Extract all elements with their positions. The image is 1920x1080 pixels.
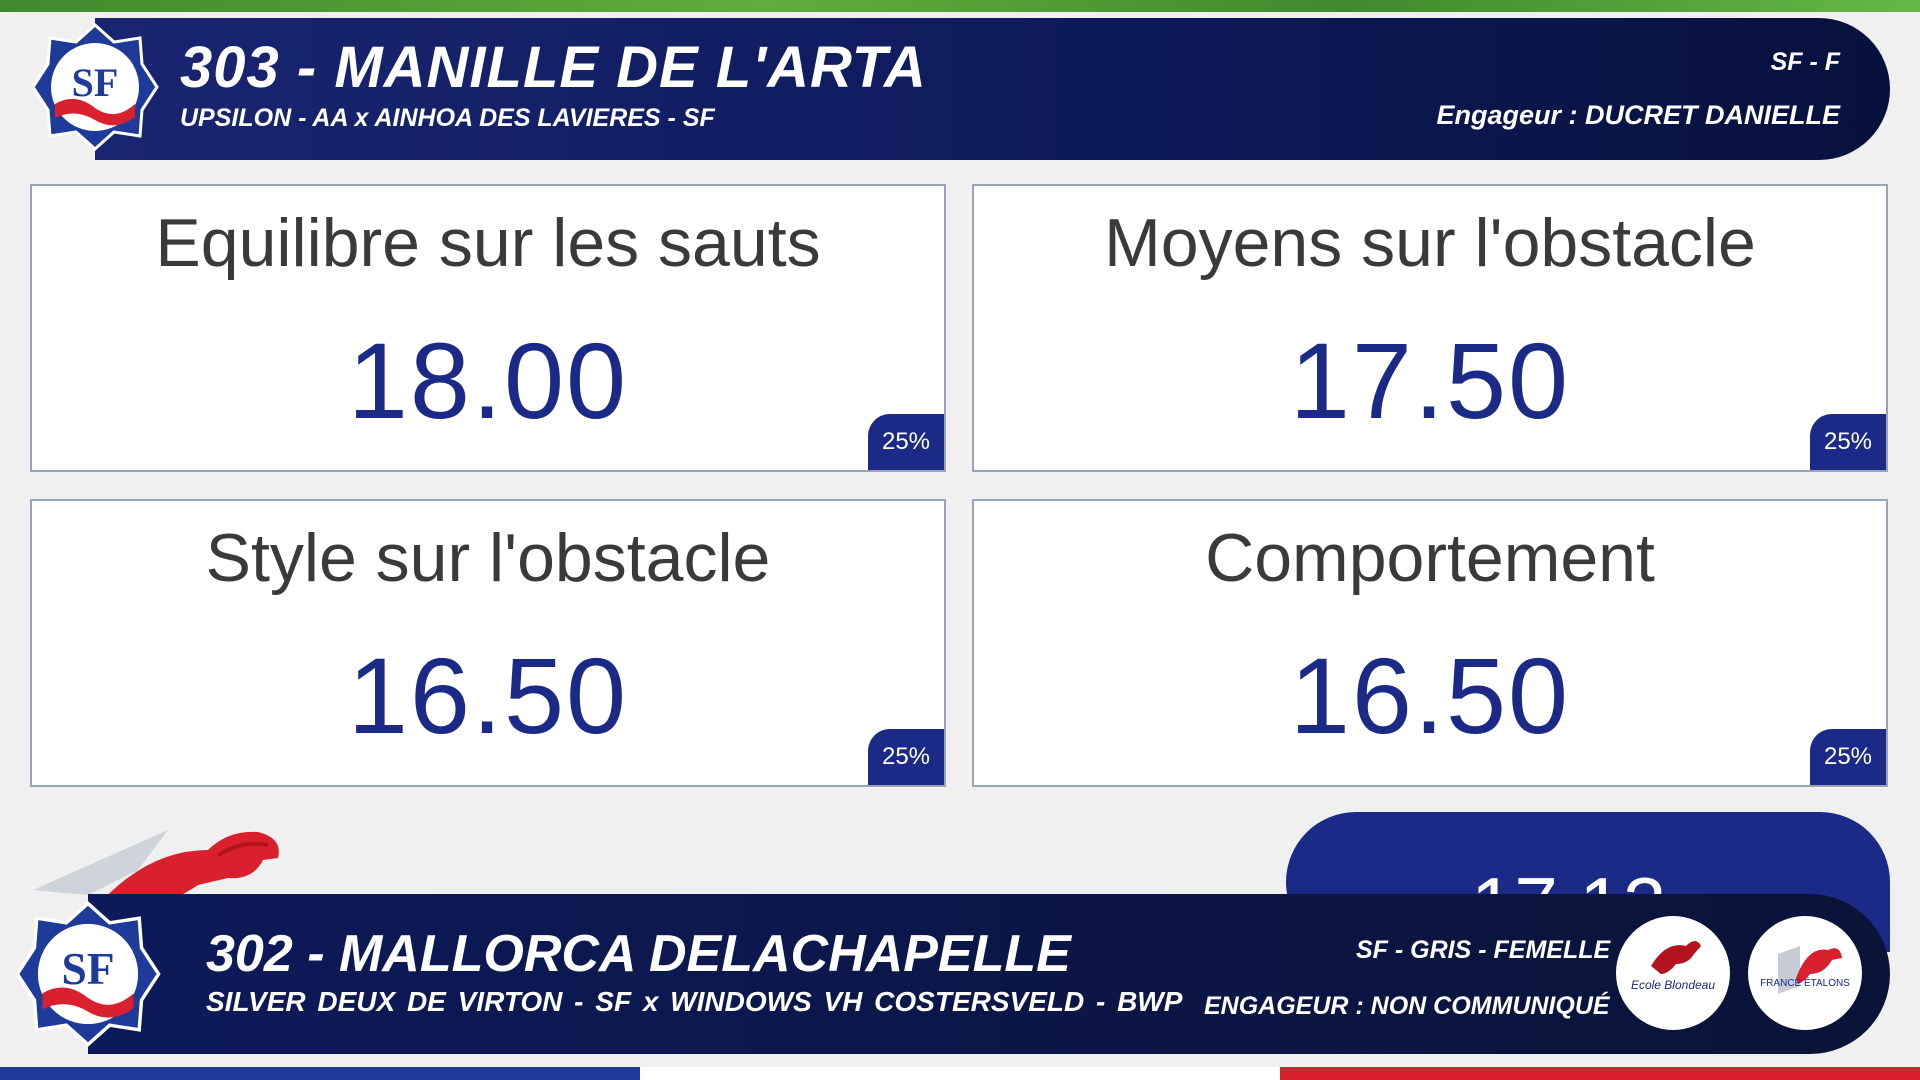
sf-logo-icon-lower: SF (14, 900, 162, 1048)
score-value: 18.00 (347, 320, 629, 441)
current-horse-pedigree: UPSILON - AA x AINHOA DES LAVIERES - SF (180, 104, 715, 132)
next-horse-title: 302 - MALLORCA DELACHAPELLE (206, 925, 1071, 983)
score-label: Equilibre sur les sauts (155, 205, 821, 281)
sponsor-ecole-blondeau-logo: Ecole Blondeau (1616, 916, 1730, 1030)
next-horse-breed-info: SF - GRIS - FEMELLE (1356, 936, 1611, 964)
score-value: 16.50 (347, 635, 629, 756)
current-horse-breed-sex: SF - F (1770, 48, 1840, 76)
next-horse-engageur: ENGAGEUR : NON COMMUNIQUÉ (1204, 992, 1610, 1020)
tricolor-flag-stripe (0, 1067, 1920, 1080)
current-horse-header: 303 - MANILLE DE L'ARTA UPSILON - AA x A… (95, 18, 1890, 160)
sponsor-name: Ecole Blondeau (1630, 978, 1716, 992)
score-label: Moyens sur l'obstacle (1104, 205, 1756, 281)
svg-text:SF: SF (72, 60, 119, 105)
score-weight-badge: 25% (1810, 414, 1886, 470)
score-card-style: Style sur l'obstacle 16.50 25% (30, 499, 946, 787)
current-horse-engageur: Engageur : DUCRET DANIELLE (1436, 100, 1840, 130)
score-weight-badge: 25% (1810, 729, 1886, 785)
score-card-comportement: Comportement 16.50 25% (972, 499, 1888, 787)
sponsor-name: FRANCE ÉTALONS (1760, 978, 1850, 989)
score-card-moyens: Moyens sur l'obstacle 17.50 25% (972, 184, 1888, 472)
score-label: Style sur l'obstacle (205, 520, 771, 596)
sf-logo-icon: SF (30, 22, 160, 152)
score-label: Comportement (1205, 520, 1655, 596)
score-card-equilibre: Equilibre sur les sauts 18.00 25% (30, 184, 946, 472)
next-horse-pedigree: SILVER DEUX DE VIRTON - SF x WINDOWS VH … (206, 986, 1183, 1017)
top-green-stripe (0, 0, 1920, 12)
score-value: 16.50 (1289, 635, 1571, 756)
sponsor-france-etalons-logo: FRANCE ÉTALONS (1748, 916, 1862, 1030)
next-horse-banner: 302 - MALLORCA DELACHAPELLE SILVER DEUX … (88, 894, 1890, 1054)
score-value: 17.50 (1289, 320, 1571, 441)
score-weight-badge: 25% (868, 729, 944, 785)
current-horse-title: 303 - MANILLE DE L'ARTA (180, 35, 927, 100)
jumping-horse-logo-icon (28, 810, 298, 920)
score-weight-badge: 25% (868, 414, 944, 470)
svg-text:SF: SF (61, 943, 114, 994)
